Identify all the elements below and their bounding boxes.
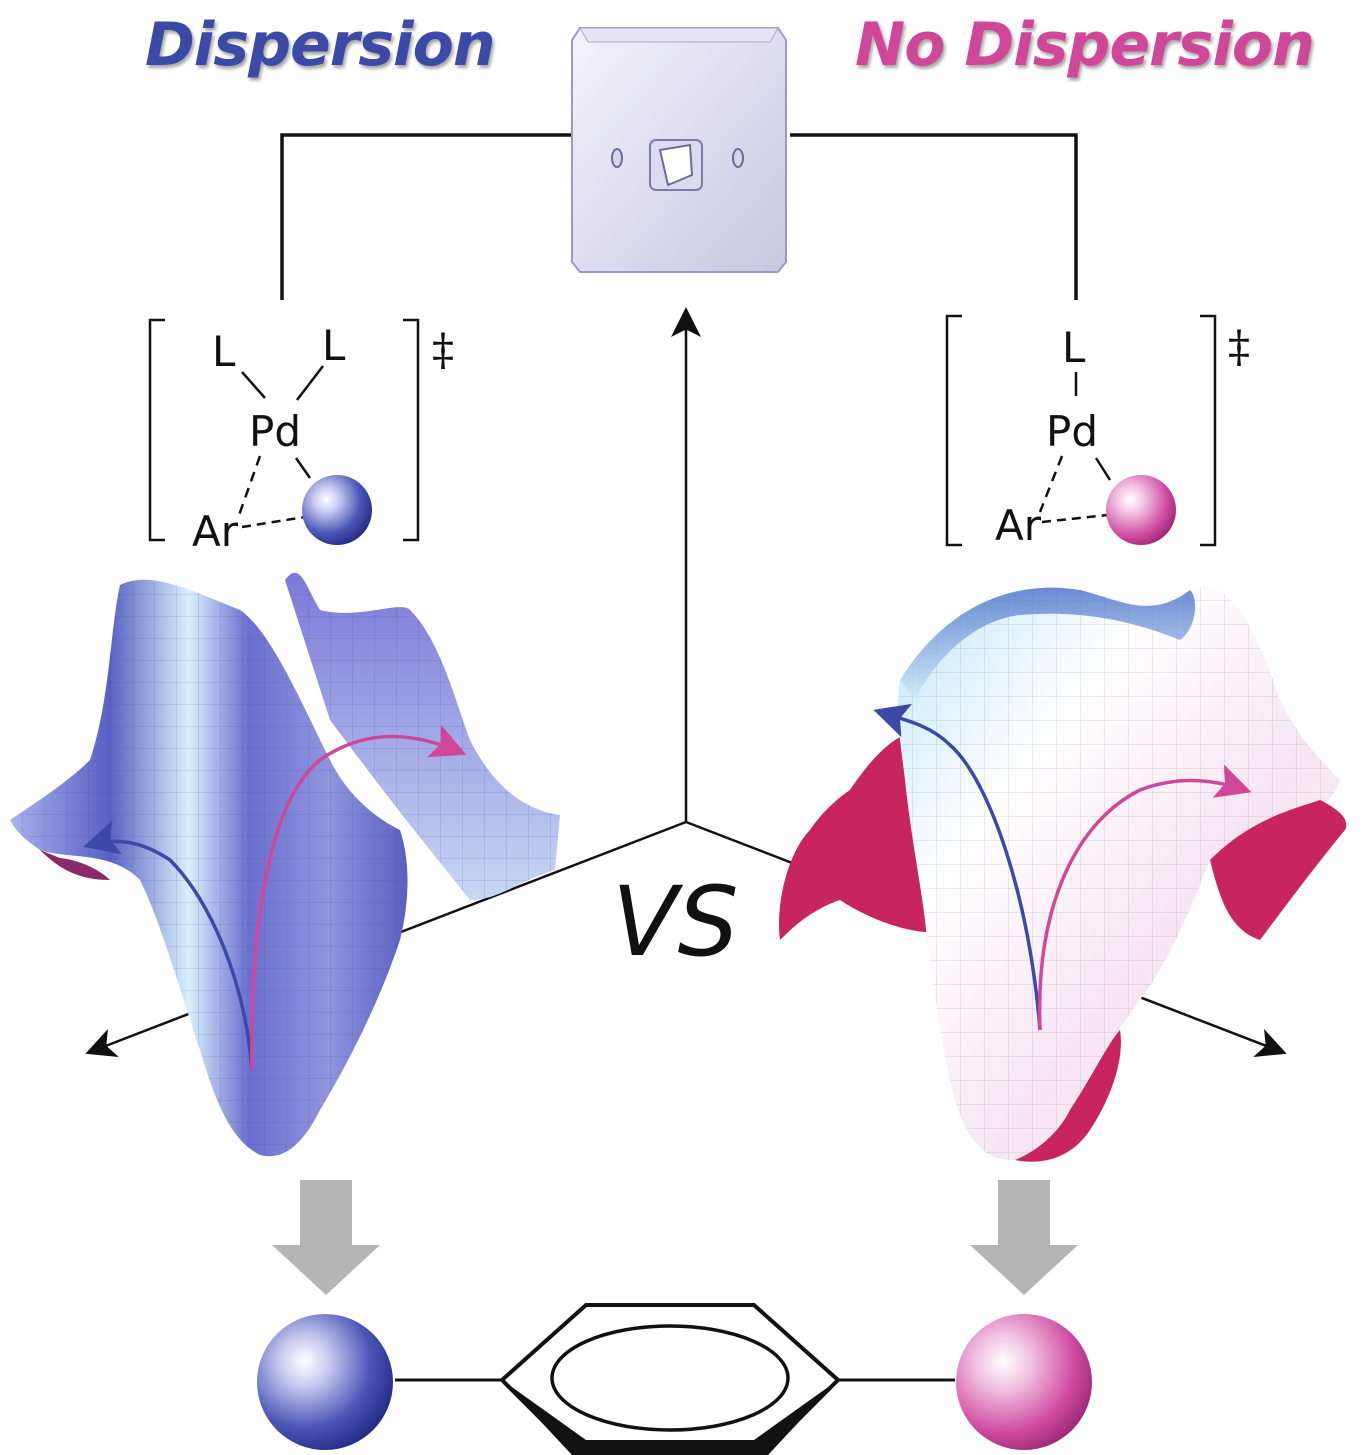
vs-label: VS (612, 866, 739, 978)
right-ts-ball (1106, 475, 1176, 545)
product-molecule (257, 1303, 1092, 1455)
left-ts-marker: ‡ (432, 325, 454, 376)
left-ts-ball (302, 475, 372, 545)
left-ligand-1: L (212, 327, 236, 376)
right-aryl: Ar (995, 501, 1042, 550)
left-metal: Pd (249, 407, 301, 456)
left-connector-line (280, 133, 572, 300)
dispersion-title: Dispersion (145, 10, 496, 80)
right-ts-marker: ‡ (1228, 322, 1250, 373)
product-pink-ball (956, 1314, 1092, 1450)
right-metal: Pd (1046, 407, 1098, 456)
right-gray-down-arrow (970, 1180, 1078, 1295)
left-gray-down-arrow (272, 1180, 380, 1295)
right-pink-path-arrow (1037, 764, 1252, 1031)
right-ligand: L (1062, 323, 1086, 372)
no-dispersion-title: No Dispersion (855, 10, 1315, 80)
right-transition-state: L Pd Ar ‡ (945, 314, 1250, 550)
left-ligand-2: L (322, 321, 346, 370)
left-energy-surface (10, 572, 560, 1157)
right-connector-line (790, 133, 1078, 300)
left-aryl: Ar (192, 507, 239, 556)
right-blue-path-arrow (873, 703, 1042, 1031)
product-blue-ball (257, 1314, 393, 1450)
gray-arrows (272, 1180, 1078, 1295)
left-blue-path-arrow (83, 820, 254, 1071)
left-transition-state: L L Pd Ar ‡ (148, 318, 454, 556)
right-energy-surface (779, 586, 1347, 1162)
left-pink-path-arrow (250, 724, 467, 1071)
switch-connectors (280, 133, 1078, 300)
light-switch-icon[interactable] (571, 27, 787, 273)
